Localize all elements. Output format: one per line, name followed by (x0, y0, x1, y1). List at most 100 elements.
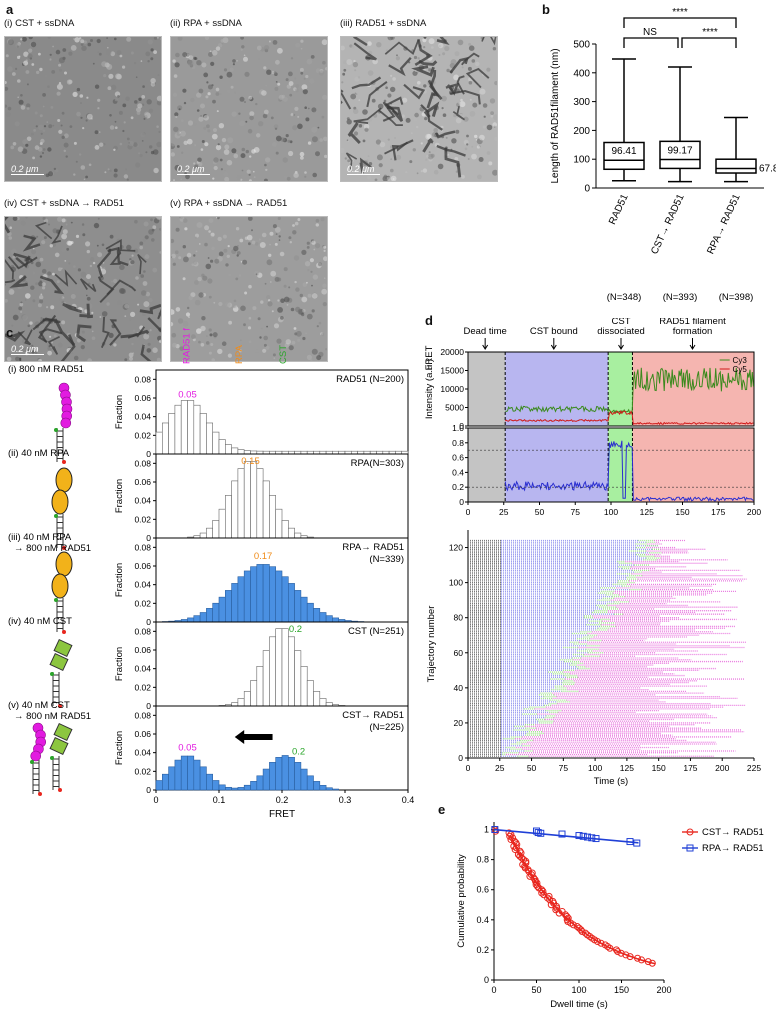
y-tick-label: 5000 (445, 403, 464, 413)
legend-cst: CST (278, 345, 289, 364)
significance-label: **** (702, 27, 718, 38)
histogram-bar (199, 766, 207, 791)
histogram-bar (212, 431, 220, 455)
histogram-bar (275, 570, 283, 623)
micrograph-label: (iv) CST + ssDNA → RAD51 (4, 198, 124, 209)
phase-shading (632, 352, 754, 426)
histogram-bar (187, 400, 195, 455)
peak-annotation: 0.05 (178, 742, 197, 753)
cst-data-point (538, 889, 546, 897)
cst-data-point (539, 887, 547, 895)
histogram-bar (212, 602, 220, 623)
histogram-bar (325, 702, 333, 707)
cst-data-point (586, 933, 594, 941)
cst-data-point (533, 882, 541, 890)
micrograph-image: 0.2 μm (340, 36, 498, 182)
y-axis-title: Trajectory number (426, 606, 437, 683)
y-tick-label: 0 (459, 421, 464, 431)
y-tick-label: 0.06 (134, 477, 151, 487)
y-tick-label: 0.2 (452, 482, 464, 492)
peak-annotation: 0.17 (254, 551, 273, 562)
y-tick-label: 0 (146, 449, 151, 459)
legend-cy5: Cy5 (733, 365, 748, 374)
histogram-bar (250, 680, 258, 707)
cst-protein (49, 736, 69, 756)
histogram-bar (269, 762, 276, 791)
histogram-bar (287, 527, 295, 539)
histogram-bar (306, 680, 314, 707)
x-axis-title: FRET (269, 809, 295, 820)
histogram-bar (206, 608, 213, 623)
histogram-bar (231, 583, 239, 623)
x-category-label: CST→ RAD51 (649, 192, 687, 256)
box (603, 141, 645, 171)
micrograph-image (170, 216, 328, 362)
legend-marker-rpa (686, 844, 694, 852)
y-tick-label: 0.02 (134, 430, 151, 440)
y-axis-title: Fraction (114, 563, 125, 597)
histogram-bar (206, 773, 213, 791)
cst-data-point (594, 938, 602, 946)
rpa-protein (55, 467, 73, 493)
histogram-bar (262, 564, 270, 623)
histogram-bar (243, 691, 251, 707)
x-tick-label: 75 (559, 763, 569, 773)
peak-annotation: 0.05 (178, 390, 197, 401)
cst-data-point (648, 959, 656, 967)
cst-data-point (569, 921, 577, 929)
histogram-bar (256, 468, 264, 539)
y-tick-label: 20000 (440, 347, 464, 357)
y-tick-label: 0.08 (134, 710, 151, 720)
histogram-bar (155, 431, 163, 455)
significance-bracket (623, 17, 737, 28)
sample-count: (N=398) (719, 292, 754, 303)
y-tick-label: 0 (584, 184, 590, 195)
condition-label-step2: → 800 nM RAD51 (14, 711, 91, 722)
schematic-cst (49, 638, 73, 708)
phase-label: CST (612, 318, 631, 327)
y-axis-title: Fraction (114, 395, 125, 429)
histogram-bar (306, 775, 314, 791)
histogram-count: (N=339) (369, 554, 404, 565)
histogram-bar (237, 449, 245, 455)
x-tick-label: 150 (675, 507, 689, 517)
histogram-bar (237, 468, 245, 539)
histogram-bar (225, 495, 232, 539)
cy5-dye (38, 792, 42, 796)
x-tick-label: 0 (153, 795, 158, 805)
histogram-bar (262, 480, 270, 539)
x-tick-label: 50 (535, 507, 545, 517)
peak-annotation: 0.2 (289, 624, 302, 635)
histogram-bar (281, 628, 289, 707)
phase-shading (505, 428, 609, 502)
x-tick-label: 0.1 (213, 795, 226, 805)
x-tick-label: 100 (588, 763, 602, 773)
y-tick-label: 0 (146, 701, 151, 711)
phase-shading (468, 428, 506, 502)
histogram-bar (269, 495, 276, 539)
rpa-fit-line (493, 828, 639, 844)
shift-arrow (234, 730, 273, 744)
histogram-bar (231, 480, 239, 539)
y-axis-title: FRET (424, 345, 435, 370)
rpa-data-point (633, 839, 641, 847)
micrograph-texture (171, 37, 327, 181)
y-tick-label: 0.4 (476, 915, 489, 925)
x-tick-label: 100 (571, 985, 586, 995)
y-axis-title: Length of RAD51filament (nm) (550, 48, 561, 183)
histogram-bar (162, 422, 169, 455)
scale-bar: 0.2 μm (177, 164, 211, 175)
rad51-monomer (60, 417, 72, 429)
micrograph-texture (5, 217, 161, 361)
cst-data-point (563, 912, 571, 920)
histogram-bar (275, 628, 283, 707)
cst-data-point (544, 894, 552, 902)
phase-shading (632, 428, 754, 502)
y-tick-label: 10000 (440, 384, 464, 394)
cy3-dye (50, 756, 54, 760)
histogram-bar (162, 773, 169, 791)
histogram-bar (313, 691, 321, 707)
cst-data-point (612, 946, 620, 954)
y-tick-label: 20 (454, 718, 464, 728)
histogram-bar (193, 615, 201, 623)
